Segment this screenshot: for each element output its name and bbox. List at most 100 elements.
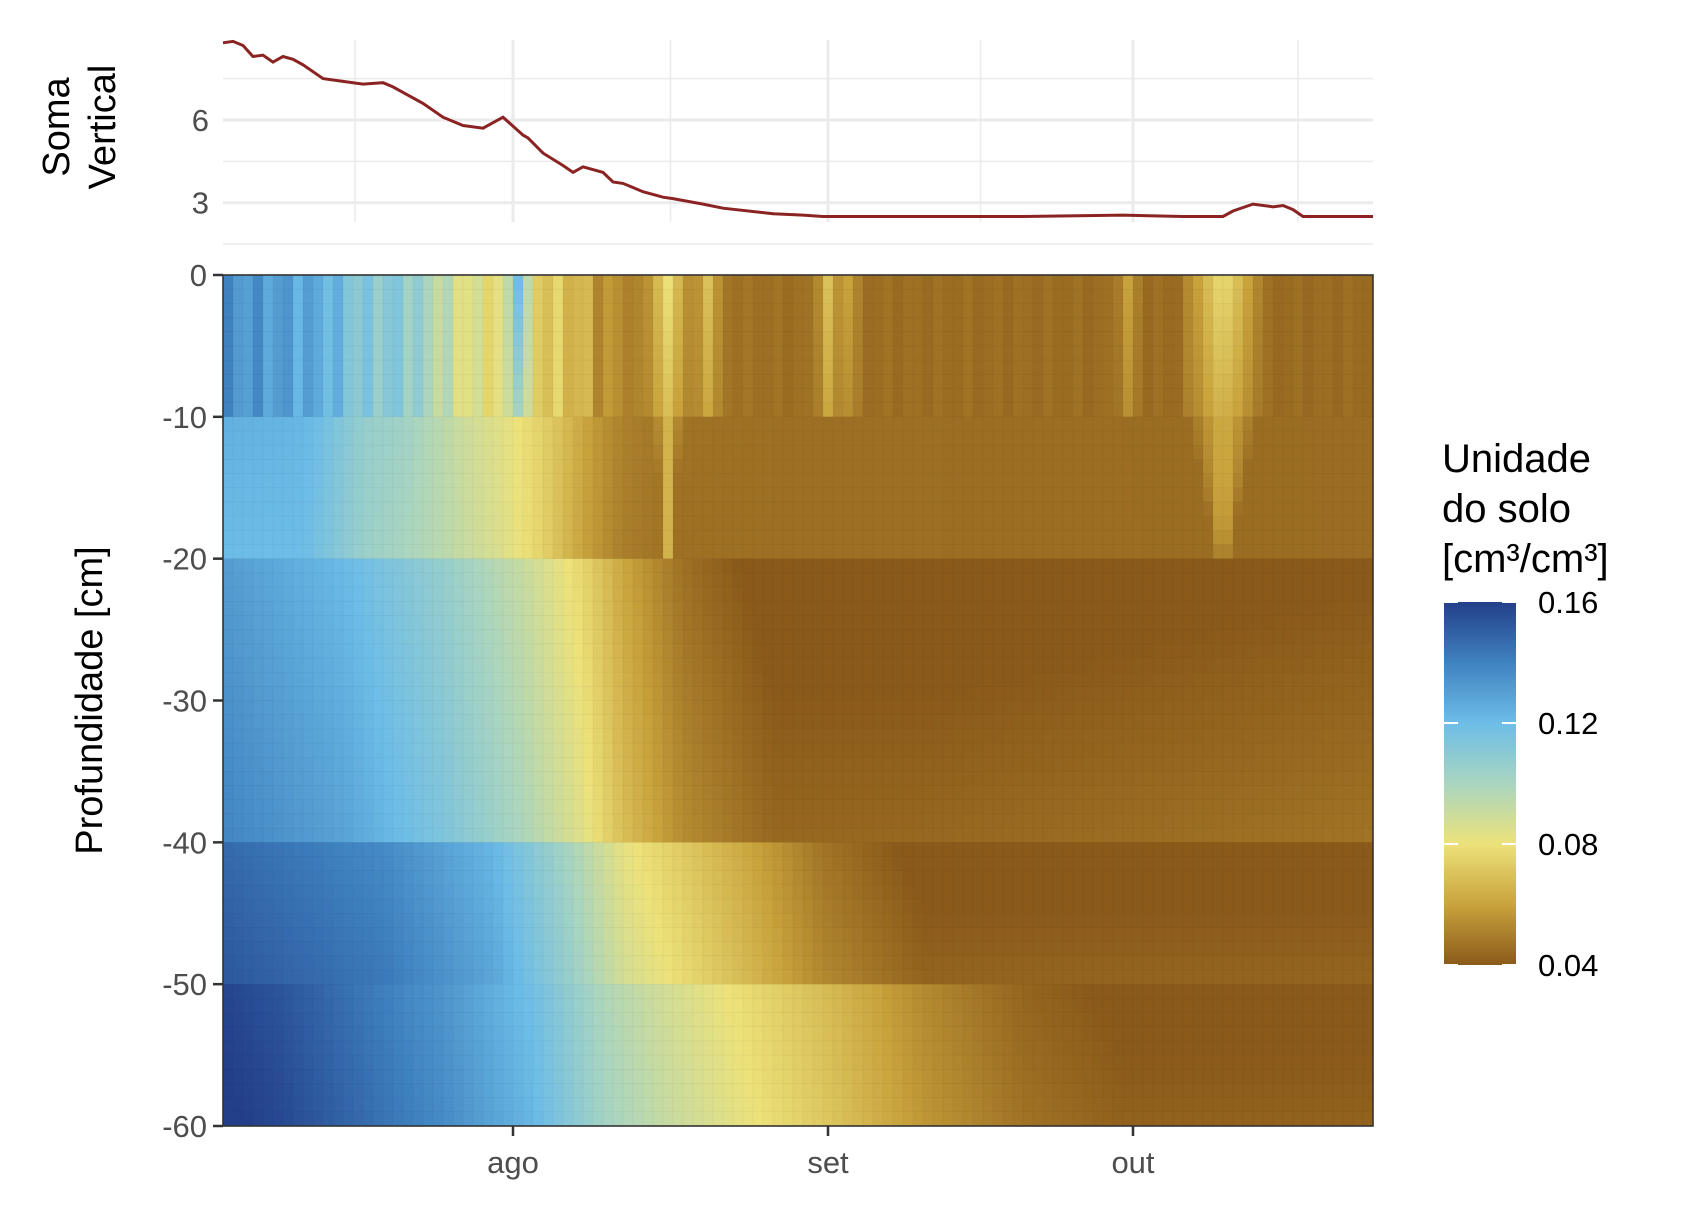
- heatmap-cell: [943, 884, 954, 900]
- heatmap-cell: [433, 459, 444, 474]
- heatmap-cell: [993, 402, 1004, 418]
- heatmap-cell: [803, 856, 814, 872]
- heatmap-cell: [1013, 1055, 1024, 1070]
- heatmap-cell: [253, 331, 264, 347]
- heatmap-cell: [863, 317, 874, 333]
- heatmap-cell: [613, 828, 624, 843]
- heatmap-cell: [363, 601, 374, 616]
- heatmap-cell: [903, 813, 914, 829]
- heatmap-cell: [583, 672, 594, 687]
- heatmap-cell: [913, 984, 924, 999]
- heatmap-cell: [833, 941, 844, 957]
- heatmap-cell: [523, 1111, 534, 1127]
- heatmap-cell: [953, 771, 964, 786]
- heatmap-cell: [583, 884, 594, 900]
- heatmap-cell: [733, 757, 744, 772]
- heatmap-cell: [1023, 558, 1034, 574]
- heatmap-cell: [723, 955, 734, 971]
- heatmap-cell: [963, 1111, 974, 1127]
- heatmap-cell: [853, 487, 864, 503]
- heatmap-cell: [693, 856, 704, 872]
- heatmap-cell: [563, 1026, 574, 1042]
- heatmap-cell: [553, 572, 564, 588]
- heatmap-cell: [483, 1012, 494, 1028]
- heatmap-cell: [523, 331, 534, 347]
- heatmap-cell: [333, 757, 344, 772]
- heatmap-cell: [743, 899, 754, 914]
- heatmap-cell: [563, 374, 574, 389]
- heatmap-cell: [1043, 275, 1054, 290]
- heatmap-cell: [533, 657, 544, 673]
- heatmap-cell: [563, 1069, 574, 1084]
- heatmap-cell: [343, 884, 354, 900]
- heatmap-cell: [813, 275, 824, 290]
- heatmap-cell: [413, 728, 424, 744]
- heatmap-cell: [433, 743, 444, 758]
- heatmap-cell: [853, 530, 864, 545]
- heatmap-cell: [433, 1026, 444, 1042]
- heatmap-cell: [473, 913, 484, 928]
- heatmap-cell: [803, 487, 814, 503]
- heatmap-cell: [243, 1040, 254, 1056]
- heatmap-cell: [323, 374, 334, 389]
- heatmap-cell: [303, 1097, 314, 1113]
- soil-moisture-heatmap-panel: 0-10-20-30-40-50-60 ago set out Profundida…: [69, 258, 1374, 1180]
- heatmap-cell: [983, 601, 994, 616]
- heatmap-cell: [1003, 984, 1014, 999]
- heatmap-cell: [253, 969, 264, 985]
- heatmap-cell: [223, 984, 234, 999]
- heatmap-cell: [633, 813, 644, 829]
- heatmap-cell: [403, 431, 414, 446]
- heatmap-cell: [223, 544, 234, 560]
- heatmap-cell: [223, 572, 234, 588]
- heatmap-cell: [403, 530, 414, 545]
- heatmap-cell: [673, 530, 684, 545]
- heatmap-cell: [593, 331, 604, 347]
- heatmap-cell: [713, 899, 724, 914]
- heatmap-cell: [503, 402, 514, 418]
- heatmap-cell: [403, 728, 414, 744]
- heatmap-cell: [1023, 1055, 1034, 1070]
- heatmap-cell: [303, 969, 314, 985]
- heatmap-cell: [893, 487, 904, 503]
- heatmap-cell: [973, 984, 984, 999]
- heatmap-cell: [1043, 884, 1054, 900]
- heatmap-cell: [713, 487, 724, 503]
- heatmap-cell: [383, 657, 394, 673]
- heatmap-cell: [353, 686, 364, 701]
- heatmap-cell: [273, 700, 284, 716]
- heatmap-cell: [443, 884, 454, 900]
- heatmap-cell: [653, 899, 664, 914]
- heatmap-cell: [303, 275, 314, 290]
- heatmap-cell: [503, 388, 514, 404]
- heatmap-cell: [1033, 1055, 1044, 1070]
- heatmap-cell: [253, 544, 264, 560]
- heatmap-cell: [413, 884, 424, 900]
- heatmap-cell: [853, 799, 864, 815]
- heatmap-cell: [863, 856, 874, 872]
- heatmap-cell: [413, 275, 424, 290]
- heatmap-cell: [793, 969, 804, 985]
- heatmap-cell: [813, 913, 824, 928]
- heatmap-cell: [283, 927, 294, 943]
- heatmap-cell: [513, 842, 524, 857]
- heatmap-cell: [783, 643, 794, 659]
- heatmap-cell: [243, 941, 254, 957]
- heatmap-cell: [753, 1111, 764, 1127]
- heatmap-cell: [613, 601, 624, 616]
- heatmap-cell: [383, 785, 394, 801]
- heatmap-cell: [253, 1069, 264, 1084]
- heatmap-cell: [903, 1040, 914, 1056]
- heatmap-cell: [703, 714, 714, 730]
- heatmap-cell: [293, 870, 304, 886]
- heatmap-cell: [803, 601, 814, 616]
- heatmap-cell: [273, 317, 284, 333]
- heatmap-cell: [473, 842, 484, 857]
- heatmap-cell: [853, 856, 864, 872]
- heatmap-cell: [453, 558, 464, 574]
- heatmap-cell: [663, 1026, 674, 1042]
- heatmap-cell: [543, 516, 554, 531]
- heatmap-cell: [623, 941, 634, 957]
- heatmap-cell: [1003, 289, 1014, 304]
- heatmap-cell: [523, 303, 534, 318]
